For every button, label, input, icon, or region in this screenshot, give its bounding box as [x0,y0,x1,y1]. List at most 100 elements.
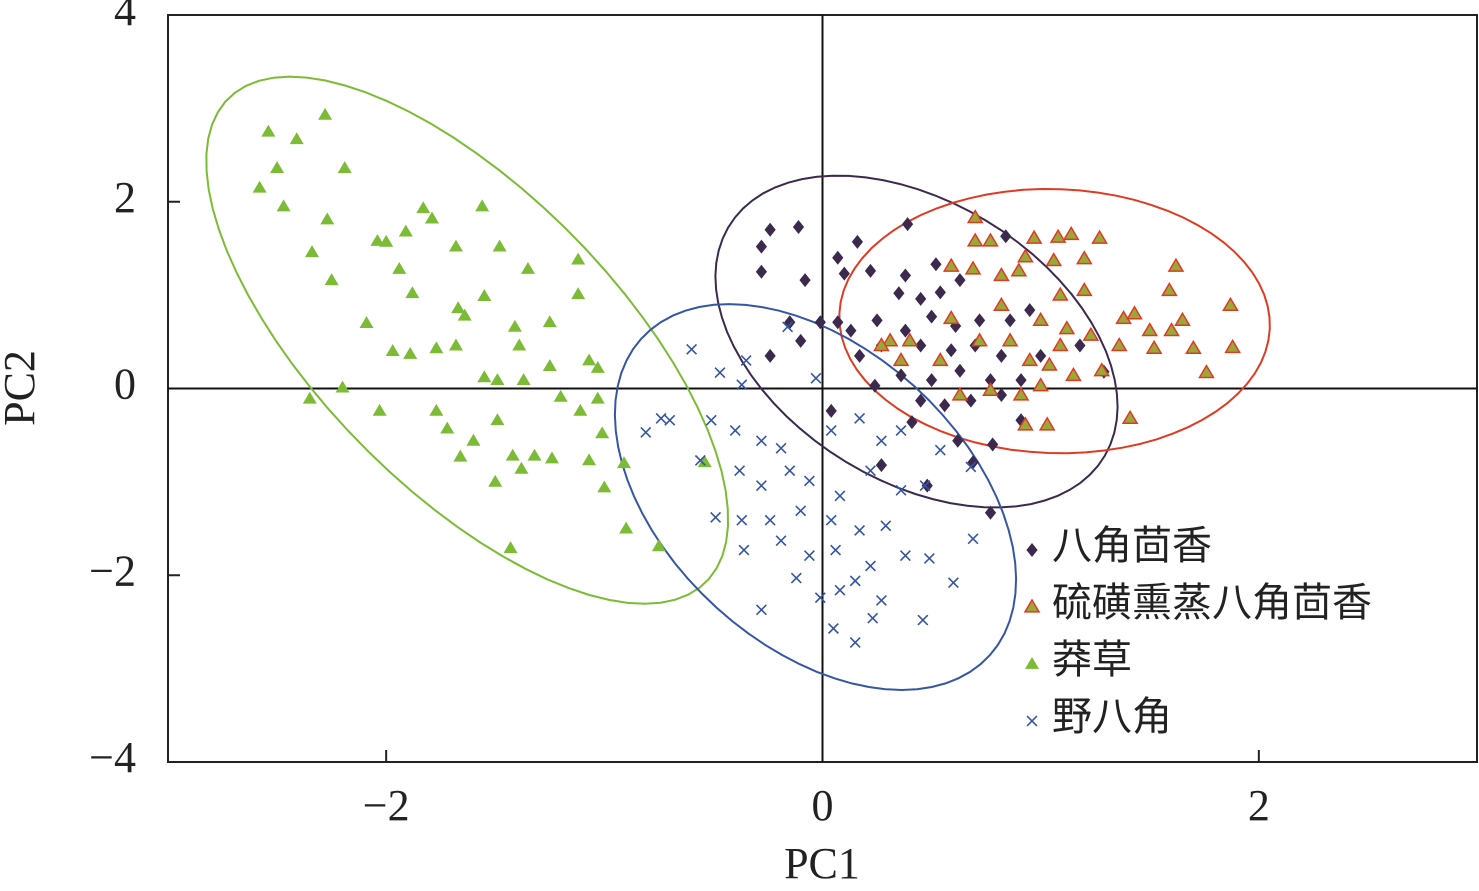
data-point [825,425,837,436]
data-point [982,381,999,397]
data-point [971,332,988,347]
data-point [849,575,861,587]
data-point [405,286,420,299]
data-point [790,572,802,584]
y-tick-label: 0 [114,360,136,409]
legend-label: 莽草 [1052,637,1132,682]
data-point [893,286,905,301]
data-point [954,273,966,288]
data-point [934,285,946,300]
data-point [993,267,1010,282]
data-point [276,199,291,212]
data-point [782,321,794,333]
data-point [324,273,339,286]
data-point [694,454,706,466]
data-point [270,161,285,174]
data-point [1115,309,1132,325]
data-point [825,403,837,418]
data-point [372,403,387,416]
data-point [1091,229,1108,244]
data-point [775,535,787,547]
data-point [477,289,492,301]
legend-marker [1023,598,1041,613]
data-point [1062,225,1080,241]
data-point [1001,332,1019,347]
data-point [505,448,520,461]
data-point [814,592,826,604]
data-point [553,389,568,402]
data-point [921,478,933,493]
data-point [775,442,787,454]
data-point [792,219,805,234]
data-point [490,373,505,385]
data-point [451,301,466,314]
data-point [853,348,866,363]
data-point [803,550,815,562]
data-point [895,368,907,383]
data-point [429,403,444,416]
data-point [810,372,822,384]
data-point [1185,339,1202,354]
data-point [582,353,597,366]
data-point [875,435,887,447]
data-point [1145,339,1163,354]
data-point [755,264,768,279]
data-point [359,316,374,329]
data-point [875,594,887,606]
data-point [995,388,1007,403]
x-tick-label: 0 [812,781,834,830]
data-point [457,308,472,321]
data-point [1041,356,1058,371]
data-point [973,313,986,328]
data-point [865,560,876,572]
data-point [1161,281,1178,297]
data-point [686,343,698,355]
data-point [923,552,935,564]
data-point [655,412,667,424]
data-point [640,426,652,438]
data-point [854,412,866,424]
data-point [784,465,796,477]
data-point [901,217,914,232]
data-point [851,234,864,249]
data-point [1004,313,1016,328]
data-point [705,414,717,426]
confidence-ellipse [205,75,730,605]
data-point [901,332,919,347]
data-point [784,315,796,330]
data-point [651,539,666,552]
data-point [416,201,431,214]
data-point [845,323,857,338]
data-point [544,451,559,464]
data-point [512,338,527,351]
x-tick-label: −2 [363,781,410,830]
data-point [942,309,960,325]
data-point [1121,409,1139,425]
data-point [832,315,844,330]
data-point [571,287,586,300]
data-point [880,520,892,532]
data-point [1045,252,1063,267]
data-point [899,323,912,338]
data-point [1093,362,1111,377]
data-point [1224,338,1241,354]
data-point [492,239,507,252]
data-point [590,360,605,373]
data-point [595,426,610,439]
data-point [440,421,455,434]
data-point [503,541,518,554]
data-point [867,612,879,624]
data-point [398,224,413,237]
data-point [966,209,984,224]
data-point [814,315,826,330]
data-point [1222,296,1239,312]
data-point [302,391,317,404]
data-point [915,393,927,408]
data-point [729,425,741,436]
data-point [925,309,938,324]
data-point [1035,348,1047,363]
data-point [571,252,586,265]
data-point [892,352,910,367]
data-point [1049,228,1067,243]
data-point [895,484,907,496]
